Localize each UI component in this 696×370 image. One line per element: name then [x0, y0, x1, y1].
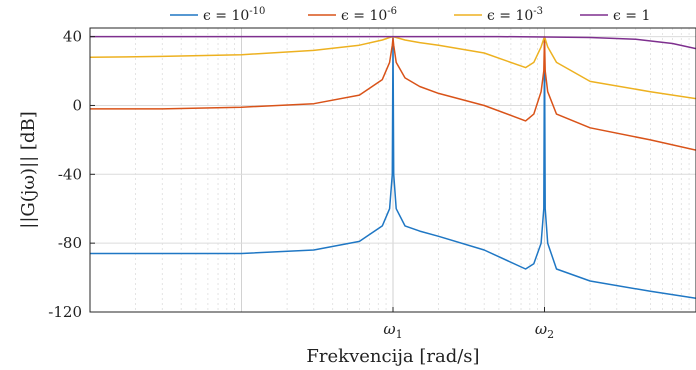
series-line-4: [90, 35, 696, 50]
y-tick-label: -120: [48, 303, 82, 321]
curves: [89, 35, 696, 299]
y-tick-label: 0: [72, 96, 82, 114]
series-line-1: [90, 37, 696, 299]
legend-label: ϵ = 1: [613, 8, 650, 24]
series-line-3: [89, 35, 696, 100]
ticks: 40 0 -40 -80 -120 ω1 ω2: [48, 28, 554, 341]
legend-label: ϵ = 10-6: [341, 6, 397, 24]
y-tick-label: -80: [58, 234, 82, 252]
legend-label: ϵ = 10-3: [487, 6, 543, 24]
y-tick-label: -40: [58, 165, 82, 183]
y-axis-label: ||G(jω)|| [dB]: [18, 111, 39, 228]
legend: ϵ = 10-10 ϵ = 10-6 ϵ = 10-3 ϵ = 1: [170, 6, 650, 24]
x-axis-label: Frekvencija [rad/s]: [306, 346, 479, 367]
x-tick-label: ω1: [383, 320, 402, 341]
series-line-2: [90, 37, 696, 151]
y-tick-label: 40: [63, 28, 82, 46]
x-tick-label: ω2: [535, 320, 554, 341]
legend-label: ϵ = 10-10: [203, 6, 265, 24]
